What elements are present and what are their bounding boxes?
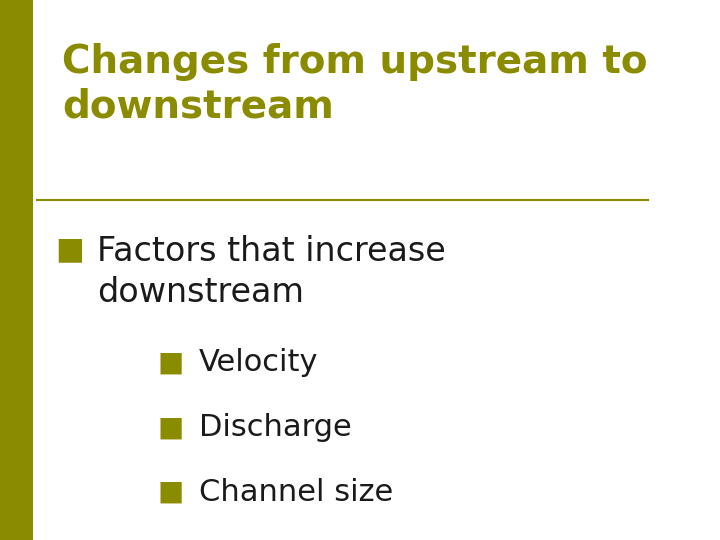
FancyBboxPatch shape: [0, 0, 33, 540]
Text: ■: ■: [158, 413, 184, 441]
Text: Factors that increase
downstream: Factors that increase downstream: [97, 235, 446, 309]
Text: ■: ■: [55, 235, 85, 264]
Text: ■: ■: [158, 348, 184, 376]
Text: Discharge: Discharge: [199, 413, 352, 442]
Text: Channel size: Channel size: [199, 478, 393, 507]
Text: Velocity: Velocity: [199, 348, 318, 377]
Text: Changes from upstream to
downstream: Changes from upstream to downstream: [62, 43, 647, 125]
Text: ■: ■: [158, 478, 184, 506]
